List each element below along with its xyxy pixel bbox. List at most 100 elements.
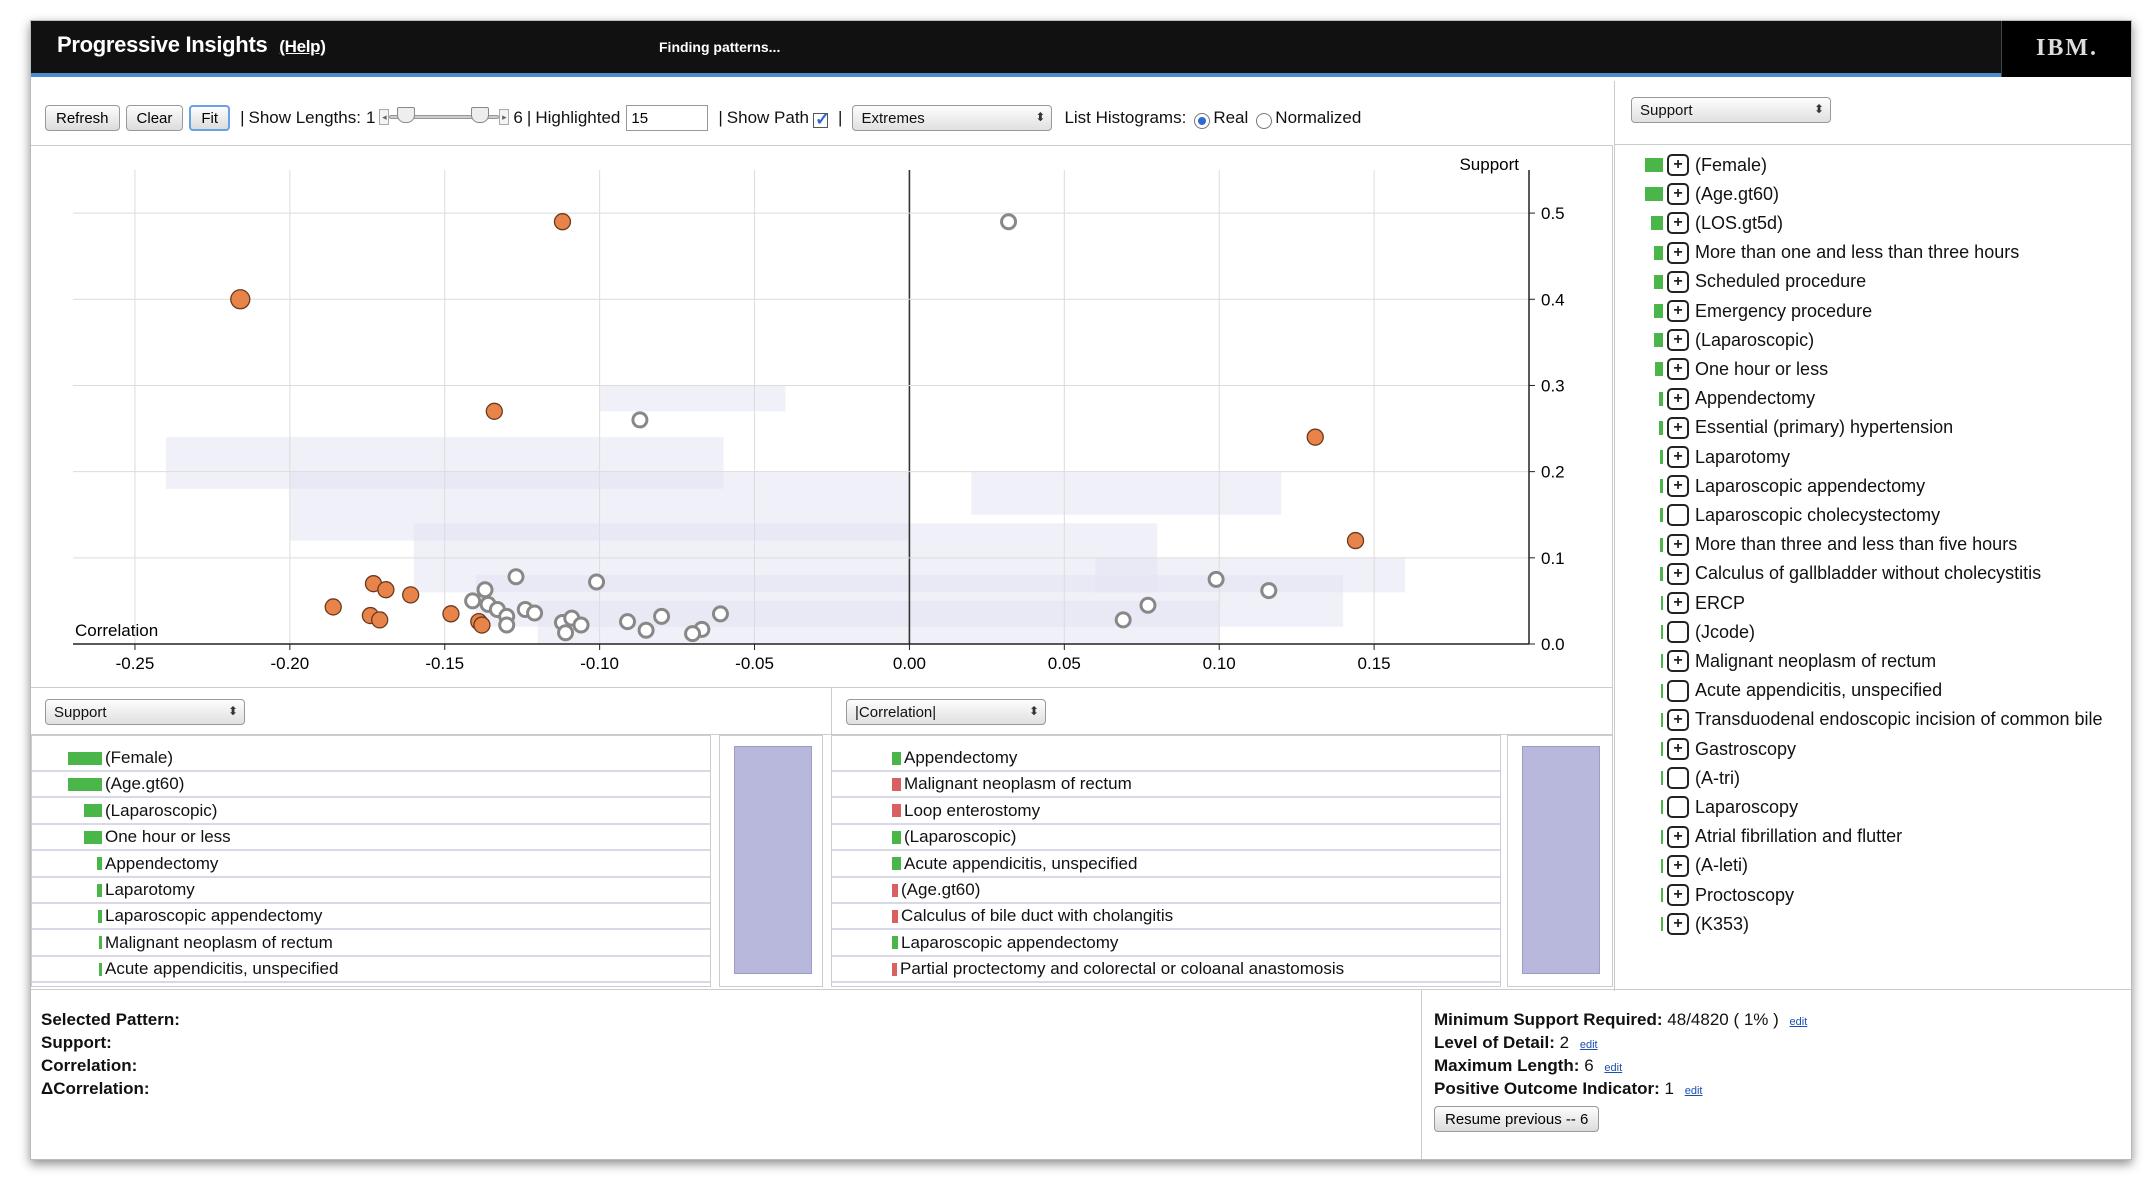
right-list-item[interactable]: Acute appendicitis, unspecified bbox=[1643, 677, 1942, 705]
expand-plus-icon[interactable]: + bbox=[1667, 475, 1689, 498]
list-item[interactable]: Laparotomy bbox=[32, 878, 710, 904]
right-list-item[interactable]: (A-tri) bbox=[1643, 764, 1740, 792]
right-list-item[interactable]: + ERCP bbox=[1643, 589, 1745, 617]
list-item[interactable]: Calculus of bile duct with cholangitis bbox=[832, 904, 1500, 931]
highlighted-pattern-point[interactable] bbox=[1306, 428, 1324, 446]
highlighted-pattern-point[interactable] bbox=[1346, 531, 1365, 550]
list-item[interactable]: Malignant neoplasm of rectum bbox=[832, 772, 1500, 799]
pattern-point[interactable] bbox=[1114, 611, 1132, 629]
normalized-radio[interactable] bbox=[1256, 113, 1273, 129]
right-list-item[interactable]: + Laparoscopic appendectomy bbox=[1643, 472, 1925, 500]
expand-plus-icon[interactable]: + bbox=[1667, 708, 1689, 731]
real-radio[interactable] bbox=[1194, 113, 1211, 129]
list-item[interactable]: Acute appendicitis, unspecified bbox=[32, 957, 710, 984]
list-item[interactable]: Laparoscopic appendectomy bbox=[32, 904, 710, 931]
expand-plus-icon[interactable]: + bbox=[1667, 416, 1689, 439]
expand-plus-icon[interactable]: + bbox=[1667, 738, 1689, 760]
list-item[interactable]: Appendectomy bbox=[32, 852, 710, 878]
highlighted-pattern-point[interactable] bbox=[402, 586, 420, 604]
expand-plus-icon[interactable]: + bbox=[1667, 212, 1689, 235]
positive-outcome-edit-link[interactable]: edit bbox=[1684, 1085, 1703, 1097]
right-list-item[interactable]: + Atrial fibrillation and flutter bbox=[1643, 823, 1902, 851]
slider-right-arrow-icon[interactable]: ▸ bbox=[499, 109, 510, 125]
empty-box-icon[interactable] bbox=[1667, 504, 1689, 527]
pattern-point[interactable] bbox=[572, 616, 590, 634]
right-list-item[interactable]: + Gastroscopy bbox=[1643, 735, 1796, 763]
highlighted-pattern-point[interactable] bbox=[553, 213, 572, 231]
list-item[interactable]: (Age.gt60) bbox=[832, 878, 1500, 904]
highlighted-pattern-point[interactable] bbox=[371, 611, 389, 629]
bottom-left-sort-select[interactable]: Support bbox=[45, 699, 245, 725]
right-list-item[interactable]: + Essential (primary) hypertension bbox=[1643, 414, 1953, 442]
right-list-item[interactable]: + More than three and less than five hour… bbox=[1643, 531, 2017, 559]
expand-plus-icon[interactable]: + bbox=[1667, 913, 1689, 936]
list-item[interactable]: Acute appendicitis, unspecified bbox=[832, 852, 1500, 878]
right-list-item[interactable]: + Emergency procedure bbox=[1643, 297, 1872, 325]
expand-plus-icon[interactable]: + bbox=[1667, 446, 1689, 468]
scatter-plot[interactable]: -0.25 -0.20 -0.15 -0.10 -0.05 0.00 0.05 0.10 0.1… bbox=[31, 146, 1613, 688]
list-item[interactable]: (Laparoscopic) bbox=[832, 825, 1500, 852]
list-item[interactable]: Loop enterostomy bbox=[832, 799, 1500, 825]
pattern-point[interactable] bbox=[476, 581, 494, 599]
empty-box-icon[interactable] bbox=[1667, 796, 1689, 819]
right-list-item[interactable]: + Laparotomy bbox=[1643, 443, 1790, 471]
right-list-item[interactable]: + One hour or less bbox=[1643, 355, 1828, 383]
clear-button[interactable]: Clear bbox=[125, 105, 184, 131]
refresh-button[interactable]: Refresh bbox=[45, 105, 120, 131]
highlighted-input[interactable] bbox=[626, 105, 709, 131]
pattern-point[interactable] bbox=[637, 621, 655, 639]
expand-plus-icon[interactable]: + bbox=[1667, 533, 1689, 556]
expand-plus-icon[interactable]: + bbox=[1667, 592, 1689, 614]
right-list-item[interactable]: (Jcode) bbox=[1643, 618, 1755, 646]
empty-box-icon[interactable] bbox=[1667, 679, 1689, 702]
pattern-point[interactable] bbox=[557, 624, 575, 642]
list-item[interactable]: Partial proctectomy and colorectal or co… bbox=[832, 957, 1500, 984]
right-list-item[interactable]: + (A-leti) bbox=[1643, 852, 1748, 880]
highlighted-pattern-point[interactable] bbox=[377, 581, 395, 599]
highlighted-pattern-point[interactable] bbox=[485, 402, 503, 420]
fit-button[interactable]: Fit bbox=[189, 105, 231, 131]
expand-plus-icon[interactable]: + bbox=[1667, 358, 1689, 381]
pattern-point[interactable] bbox=[653, 607, 671, 625]
right-list-item[interactable]: + Calculus of gallbladder without cholecy… bbox=[1643, 560, 2041, 588]
level-of-detail-edit-link[interactable]: edit bbox=[1579, 1039, 1598, 1051]
right-list-item[interactable]: + (Age.gt60) bbox=[1643, 180, 1779, 208]
right-list-item[interactable]: + Appendectomy bbox=[1643, 385, 1815, 413]
right-sort-select[interactable]: Support bbox=[1631, 97, 1831, 123]
list-item[interactable]: (Age.gt60) bbox=[32, 772, 710, 799]
right-list-item[interactable]: Laparoscopy bbox=[1643, 793, 1798, 821]
expand-plus-icon[interactable]: + bbox=[1667, 884, 1689, 906]
right-list-item[interactable]: + (Female) bbox=[1643, 151, 1767, 179]
expand-plus-icon[interactable]: + bbox=[1667, 329, 1689, 352]
right-list-item[interactable]: + Transduodenal endoscopic incision of co… bbox=[1643, 706, 2103, 734]
empty-box-icon[interactable] bbox=[1667, 767, 1689, 790]
pattern-point[interactable] bbox=[1000, 213, 1018, 231]
right-list-item[interactable]: + (LOS.gt5d) bbox=[1643, 209, 1783, 237]
list-item[interactable]: Laparoscopic appendectomy bbox=[832, 931, 1500, 957]
help-link[interactable]: (Help) bbox=[279, 37, 326, 56]
show-path-checkbox[interactable] bbox=[813, 109, 830, 130]
list-item[interactable]: (Female) bbox=[32, 746, 710, 772]
pattern-point[interactable] bbox=[1139, 596, 1157, 614]
right-list-item[interactable]: + Proctoscopy bbox=[1643, 881, 1794, 909]
right-list-item[interactable]: + More than one and less than three hours bbox=[1643, 239, 2019, 267]
pattern-point[interactable] bbox=[507, 568, 525, 586]
slider-left-arrow-icon[interactable]: ◂ bbox=[379, 109, 390, 125]
expand-plus-icon[interactable]: + bbox=[1667, 387, 1689, 410]
expand-plus-icon[interactable]: + bbox=[1667, 562, 1689, 585]
slider-max-handle[interactable] bbox=[471, 107, 490, 123]
expand-plus-icon[interactable]: + bbox=[1667, 183, 1689, 206]
right-list-item[interactable]: + (K353) bbox=[1643, 910, 1749, 938]
list-item[interactable]: Appendectomy bbox=[832, 746, 1500, 772]
expand-plus-icon[interactable]: + bbox=[1667, 300, 1689, 322]
highlighted-pattern-point[interactable] bbox=[473, 616, 491, 634]
pattern-point[interactable] bbox=[631, 411, 649, 429]
pattern-point[interactable] bbox=[464, 592, 482, 610]
pattern-point[interactable] bbox=[526, 604, 544, 622]
expand-plus-icon[interactable]: + bbox=[1667, 154, 1689, 176]
pattern-point[interactable] bbox=[619, 613, 637, 631]
slider-min-handle[interactable] bbox=[397, 107, 416, 123]
pattern-point[interactable] bbox=[588, 573, 606, 591]
expand-plus-icon[interactable]: + bbox=[1667, 854, 1689, 877]
right-list-item[interactable]: + (Laparoscopic) bbox=[1643, 326, 1814, 354]
